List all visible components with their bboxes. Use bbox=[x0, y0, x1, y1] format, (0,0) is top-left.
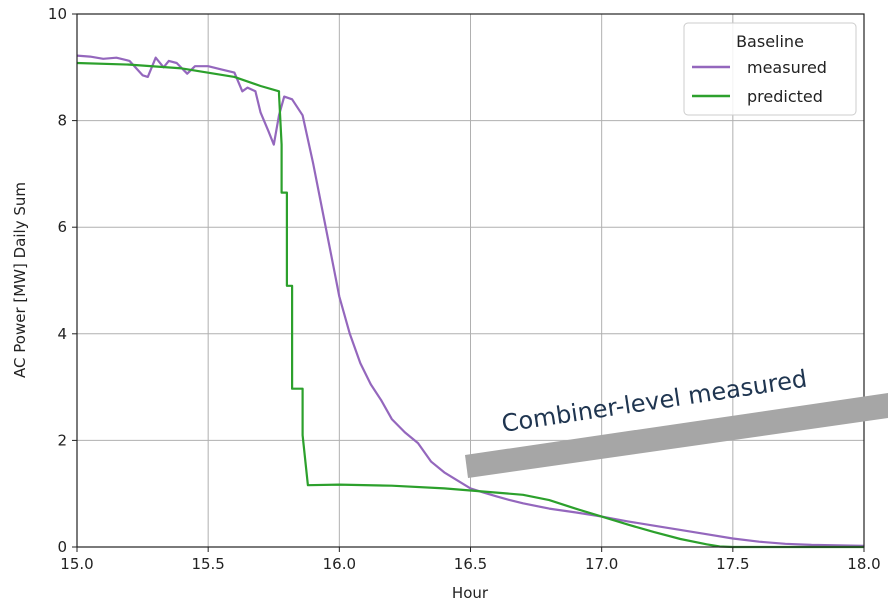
x-axis-label: Hour bbox=[452, 584, 489, 602]
legend-label-predicted: predicted bbox=[747, 87, 823, 106]
legend: Baseline measured predicted bbox=[683, 22, 857, 116]
y-tick-label: 2 bbox=[57, 431, 67, 449]
y-tick-label: 0 bbox=[57, 538, 67, 556]
legend-label-measured: measured bbox=[747, 58, 827, 77]
x-tick-label: 17.0 bbox=[585, 555, 618, 573]
annotation-bar bbox=[465, 393, 888, 478]
x-tick-label: 15.5 bbox=[191, 555, 224, 573]
series-lines bbox=[76, 54, 865, 549]
x-tick-label: 18.0 bbox=[847, 555, 880, 573]
legend-box bbox=[683, 22, 857, 116]
y-tick-label: 6 bbox=[57, 218, 67, 236]
x-tick-label: 16.5 bbox=[454, 555, 487, 573]
x-tick-label: 17.5 bbox=[716, 555, 749, 573]
y-axis-label: AC Power [MW] Daily Sum bbox=[11, 182, 29, 378]
y-tick-label: 10 bbox=[48, 5, 67, 23]
y-tick-label: 4 bbox=[57, 325, 67, 343]
x-tick-label: 15.0 bbox=[60, 555, 93, 573]
x-tick-label: 16.0 bbox=[323, 555, 356, 573]
axis-ticks: 15.0 15.5 16.0 16.5 17.0 17.5 18.0 0 2 4 6 8 10 bbox=[48, 5, 881, 573]
series-line-predicted bbox=[76, 61, 864, 549]
series-line-measured bbox=[76, 54, 865, 547]
y-tick-label: 8 bbox=[57, 112, 67, 130]
legend-title: Baseline bbox=[736, 32, 804, 51]
